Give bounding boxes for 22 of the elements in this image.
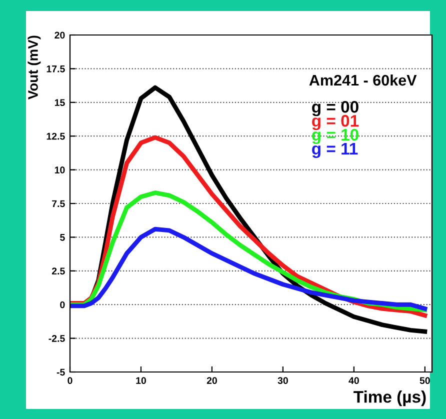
y-tick-label: -5	[56, 368, 65, 376]
x-axis-title: Time (µs)	[354, 390, 426, 406]
y-tick-label: 15	[54, 99, 65, 106]
y-tick-label: 12.5	[46, 132, 65, 140]
x-tick-label: 0	[68, 377, 72, 384]
y-tick-label: 0	[60, 301, 65, 308]
y-tick-label: 17.5	[46, 66, 65, 72]
text: g = 11	[312, 142, 358, 158]
y-tick-label: 2.5	[52, 268, 65, 275]
y-tick-label: 7.5	[52, 200, 65, 208]
y-tick-label: 20	[54, 32, 65, 39]
line-series	[70, 226, 428, 311]
annotation: Am241 - 60keV	[309, 74, 417, 86]
y-axis-title: Vout (mV)	[28, 36, 41, 100]
y-tick-label: 5	[60, 234, 65, 241]
x-tick-label: 40	[348, 377, 359, 384]
y-tick-label: -2.5	[48, 335, 65, 342]
x-tick-label: 10	[136, 377, 146, 384]
x-tick-label: 50	[420, 377, 430, 384]
x-tick-label: 20	[206, 377, 217, 384]
y-tick-label: 10	[54, 166, 65, 174]
x-tick-label: 30	[278, 377, 288, 384]
